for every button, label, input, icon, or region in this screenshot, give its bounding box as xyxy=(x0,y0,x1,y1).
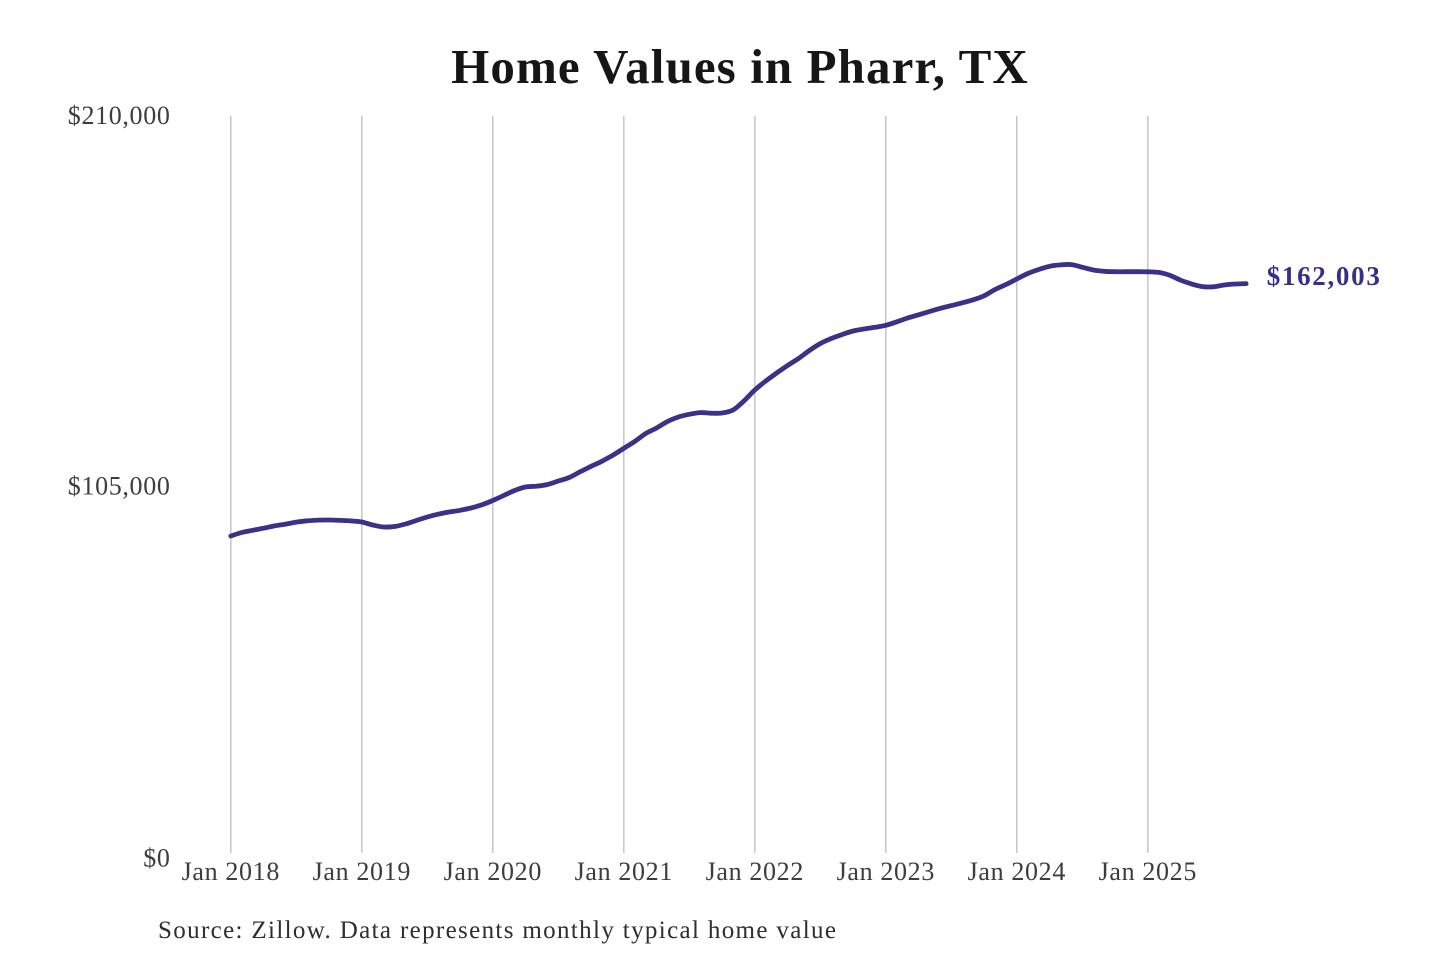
svg-text:Jan 2022: Jan 2022 xyxy=(706,857,804,886)
svg-text:Source: Zillow. Data represent: Source: Zillow. Data represents monthly … xyxy=(158,917,837,944)
svg-text:Jan 2020: Jan 2020 xyxy=(444,857,542,886)
svg-text:Jan 2021: Jan 2021 xyxy=(575,857,673,886)
svg-text:Jan 2018: Jan 2018 xyxy=(182,857,280,886)
svg-text:Home Values in Pharr, TX: Home Values in Pharr, TX xyxy=(451,39,1029,94)
svg-text:$0: $0 xyxy=(143,844,170,873)
svg-text:$162,003: $162,003 xyxy=(1267,261,1382,291)
svg-text:Jan 2019: Jan 2019 xyxy=(313,857,411,886)
svg-text:$105,000: $105,000 xyxy=(68,472,171,501)
svg-text:Jan 2025: Jan 2025 xyxy=(1099,857,1197,886)
svg-text:Jan 2024: Jan 2024 xyxy=(968,857,1066,886)
svg-text:$210,000: $210,000 xyxy=(68,101,171,130)
svg-text:Jan 2023: Jan 2023 xyxy=(837,857,935,886)
